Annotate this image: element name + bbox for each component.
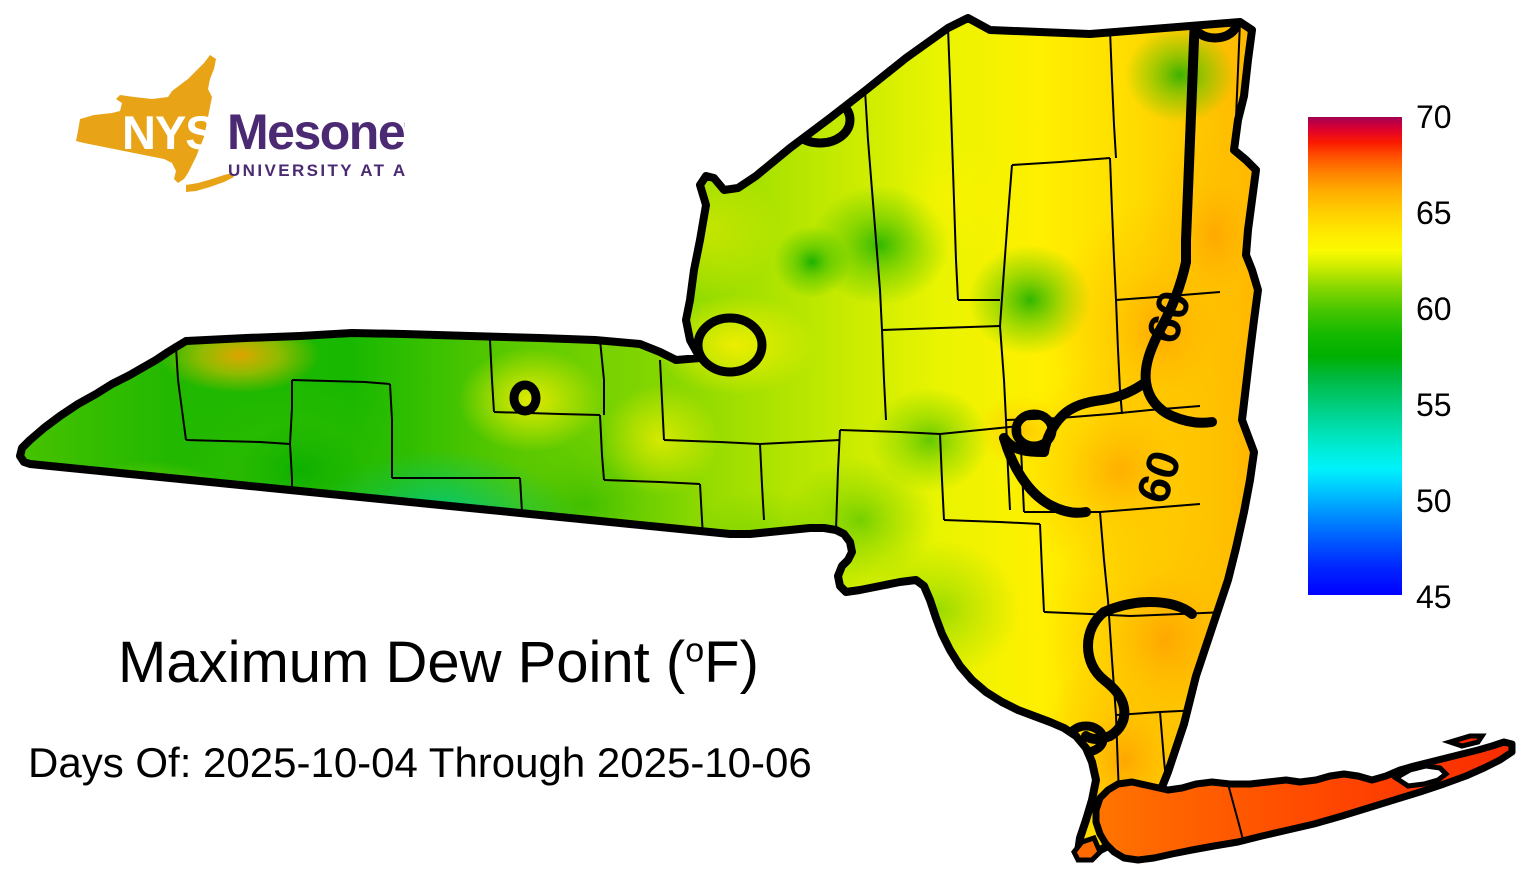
contour-ring-southern-tier (419, 529, 449, 567)
peconic-bay (1391, 763, 1450, 789)
contour-ring-mohawk (1011, 409, 1057, 451)
colorbar-tick-labels: 70 65 60 55 50 45 (1416, 95, 1526, 617)
long-island-outline (1092, 738, 1516, 864)
colorbar-tick-70: 70 (1416, 99, 1452, 135)
title-text: Maximum Dew Point ( (118, 630, 686, 695)
colorbar-tick-55: 55 (1416, 387, 1452, 423)
colorbar-tick-60: 60 (1416, 291, 1452, 327)
colorbar (1308, 117, 1402, 595)
contour-ring-wayne (509, 380, 541, 416)
title-unit: F) (704, 630, 759, 695)
long-island-silhouette-icon (186, 173, 234, 192)
logo-mesonet-text: Mesonet (227, 104, 405, 160)
block-island-sliver (1441, 733, 1487, 749)
colorbar-tick-50: 50 (1416, 483, 1452, 519)
page-title: Maximum Dew Point (oF) (118, 634, 759, 692)
date-range-subtitle: Days Of: 2025-10-04 Through 2025-10-06 (28, 739, 812, 786)
degree-symbol: o (685, 631, 705, 670)
staten-island (1071, 834, 1103, 863)
contour-ring-lake-ontario (693, 313, 767, 377)
logo-nys-text: NYS (122, 106, 216, 159)
colorbar-tick-65: 65 (1416, 195, 1452, 231)
logo-university-text: UNIVERSITY AT ALBANY (228, 161, 405, 180)
state-silhouette-icon (76, 55, 216, 183)
county-boundaries (175, 21, 1241, 819)
li-county-line (1227, 783, 1245, 845)
nys-mesonet-logo: NYS Mesonet UNIVERSITY AT ALBANY (60, 45, 405, 205)
long-island-dewpoint-field (1071, 733, 1516, 864)
colorbar-tick-45: 45 (1416, 579, 1452, 615)
new-york-state-outline (16, 14, 1262, 860)
dew-point-choropleth-map: 60 60 (16, 14, 1262, 860)
